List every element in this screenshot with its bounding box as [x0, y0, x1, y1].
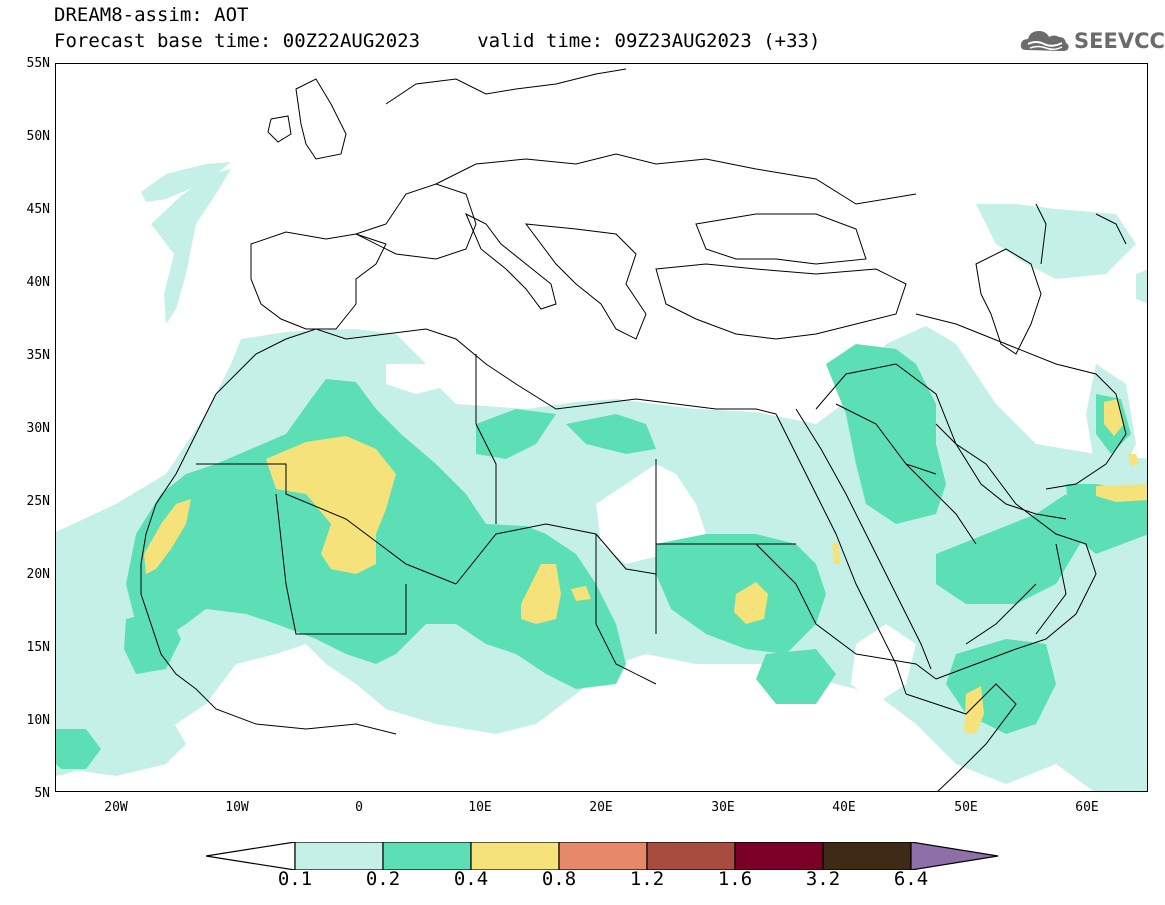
lon-label-50e: 50E — [954, 800, 978, 815]
lon-label-0: 0 — [355, 800, 363, 815]
colorbar-swatch-5 — [646, 842, 736, 870]
lat-label-45n: 45N — [26, 202, 50, 217]
colorbar-label-3.2: 3.2 — [805, 868, 841, 890]
lat-label-25n: 25N — [26, 494, 50, 509]
colorbar-label-0.1: 0.1 — [277, 868, 313, 890]
country-borders — [140, 68, 1127, 791]
lon-label-20e: 20E — [589, 800, 613, 815]
lat-label-10n: 10N — [26, 713, 50, 728]
lon-label-20w: 20W — [104, 800, 128, 815]
lat-label-20n: 20N — [26, 567, 50, 582]
colorbar-swatch-3 — [470, 842, 560, 870]
lon-label-10w: 10W — [225, 800, 249, 815]
seevccc-logo: SEEVCCC — [1018, 22, 1165, 58]
colorbar-label-0.8: 0.8 — [541, 868, 577, 890]
aot-band-0.4-0.8 — [144, 399, 1147, 734]
lon-label-60e: 60E — [1075, 800, 1099, 815]
colorbar-swatch-1 — [294, 842, 384, 870]
colorbar-swatch-2 — [382, 842, 472, 870]
logo-text: SEEVCCC — [1074, 29, 1165, 53]
lon-label-40e: 40E — [832, 800, 856, 815]
lat-label-5n: 5N — [34, 786, 50, 801]
colorbar-label-0.2: 0.2 — [365, 868, 401, 890]
colorbar-label-0.4: 0.4 — [453, 868, 489, 890]
colorbar-label-1.6: 1.6 — [717, 868, 753, 890]
colorbar-label-1.2: 1.2 — [629, 868, 665, 890]
lat-label-50n: 50N — [26, 129, 50, 144]
chart-title-line2: Forecast base time: 00Z22AUG2023 valid t… — [54, 30, 821, 52]
aot-field — [56, 68, 1147, 791]
colorbar-swatch-6 — [734, 842, 824, 870]
lat-label-40n: 40N — [26, 275, 50, 290]
colorbar — [206, 842, 999, 870]
lat-label-35n: 35N — [26, 348, 50, 363]
colorbar-swatch-7 — [822, 842, 912, 870]
lon-label-30e: 30E — [711, 800, 735, 815]
aot-map — [55, 63, 1148, 792]
lon-label-10e: 10E — [468, 800, 492, 815]
lat-label-55n: 55N — [26, 56, 50, 71]
chart-title-line1: DREAM8-assim: AOT — [54, 4, 249, 26]
colorbar-label-6.4: 6.4 — [893, 868, 929, 890]
colorbar-swatch-4 — [558, 842, 648, 870]
lat-label-15n: 15N — [26, 640, 50, 655]
lat-label-30n: 30N — [26, 421, 50, 436]
cloud-icon — [1020, 31, 1069, 51]
colorbar-under-arrow — [206, 842, 296, 870]
colorbar-over-arrow — [910, 842, 999, 870]
